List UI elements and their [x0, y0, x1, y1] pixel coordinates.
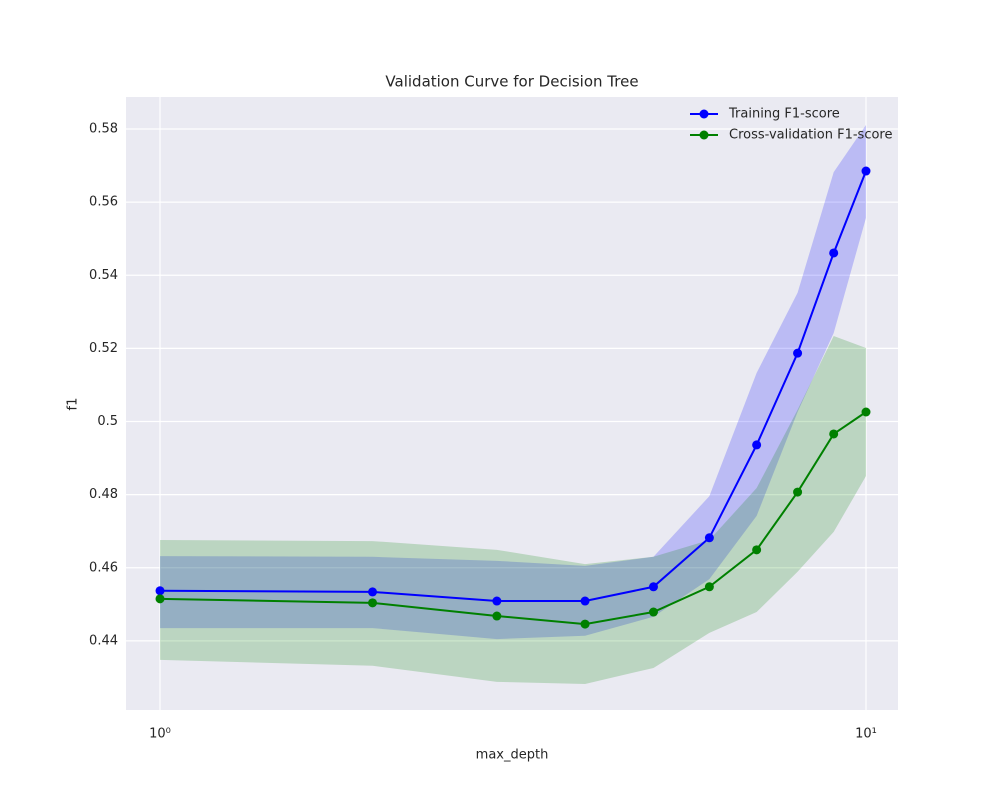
point: [580, 596, 590, 606]
point: [492, 611, 502, 621]
point: [492, 596, 502, 606]
y-tick-label: 0.5: [97, 414, 118, 429]
point: [155, 586, 165, 596]
legend-marker: [699, 130, 709, 140]
point: [752, 545, 762, 555]
point: [829, 248, 839, 258]
point: [704, 533, 714, 543]
chart-title: Validation Curve for Decision Tree: [385, 73, 638, 91]
point: [704, 582, 714, 592]
point: [580, 619, 590, 629]
x-tick-label: 10¹: [855, 727, 877, 742]
y-tick-label: 0.46: [89, 560, 118, 575]
x-axis-label: max_depth: [476, 748, 549, 763]
y-tick-label: 0.56: [89, 195, 118, 210]
x-tick-label: 10⁰: [149, 727, 171, 742]
y-axis-label: f1: [66, 398, 81, 411]
legend-label: Cross-validation F1-score: [729, 128, 892, 143]
point: [793, 487, 803, 497]
point: [155, 594, 165, 604]
point: [648, 582, 658, 592]
legend-marker: [699, 109, 709, 119]
point: [368, 598, 378, 608]
band: [160, 335, 867, 685]
point: [752, 440, 762, 450]
point: [368, 587, 378, 597]
point: [861, 407, 871, 417]
plot-area: [126, 97, 898, 710]
y-tick-label: 0.44: [89, 633, 118, 648]
point: [793, 348, 803, 358]
y-tick-label: 0.48: [89, 487, 118, 502]
point: [861, 166, 871, 176]
band: [160, 124, 867, 640]
y-tick-label: 0.58: [89, 121, 118, 136]
legend-label: Training F1-score: [728, 107, 840, 122]
y-tick-label: 0.54: [89, 268, 118, 283]
point: [829, 429, 839, 439]
line: [159, 411, 867, 626]
y-tick-label: 0.52: [89, 341, 118, 356]
point: [648, 607, 658, 617]
line: [160, 170, 867, 603]
